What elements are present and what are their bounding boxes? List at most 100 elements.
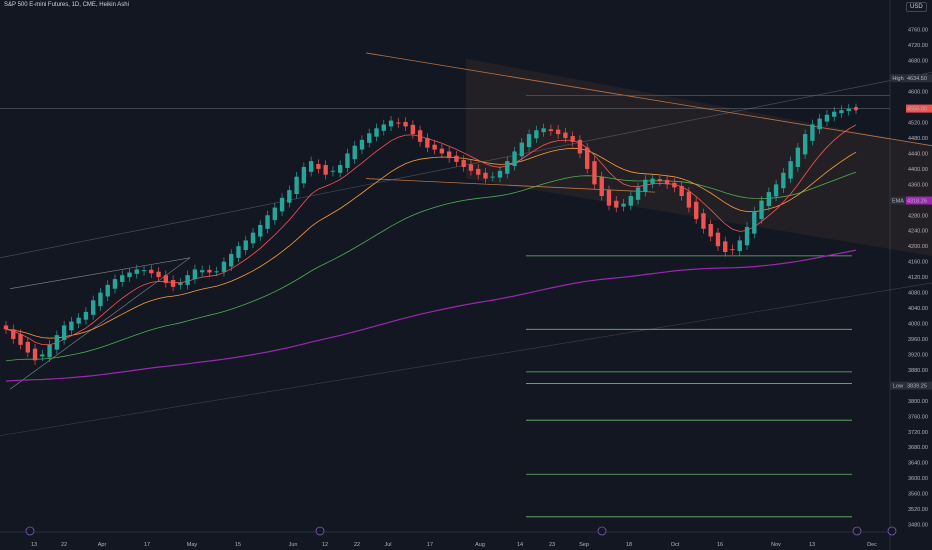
candle-body [330,170,336,172]
candle-body [701,213,706,229]
candle-body [417,130,423,142]
candle-body [374,128,379,137]
candle-body [497,170,503,178]
candle-body [156,271,161,278]
wedge-line-2 [9,257,191,290]
candle-body [824,114,830,122]
wedge-line-1 [9,257,191,390]
candle-body [207,269,212,273]
candle-body [737,240,742,252]
candle-body [599,176,604,196]
y-tick-label: 3560.00 [908,492,928,498]
ema-label-tag: EMA [892,198,904,204]
ema-long-line [5,249,857,382]
x-tick-label: Jul [384,542,391,548]
event-icon [25,526,35,536]
candle-body [817,118,822,130]
last-price-label-value: 4556.00 [907,107,927,113]
candle-body [781,172,786,189]
candle-body [396,122,401,124]
y-tick-label: 3680.00 [908,445,928,451]
candle-body [185,275,190,285]
candle-body [534,130,539,139]
candle-body [265,215,270,229]
candle-body [229,253,234,267]
candle-body [40,354,45,357]
candle-body [243,240,248,251]
candle-body [279,197,285,212]
candle-body [839,110,844,114]
currency-badge[interactable]: USD [906,2,927,12]
y-tick-label: 4680.00 [908,59,928,65]
x-tick-label: 14 [517,542,523,548]
y-tick-label: 4600.00 [908,90,928,96]
candle-body [214,271,219,273]
candle-body [367,133,372,143]
x-tick-label: Jun [289,542,298,548]
x-tick-label: 13 [809,542,815,548]
candle-body [410,124,416,135]
candle-body [643,179,648,192]
candle-body [54,335,60,350]
candle-body [250,232,256,244]
event-icon [852,526,862,536]
y-tick-label: 4200.00 [908,244,928,250]
x-tick-label: Dec [867,542,877,548]
candle-body [272,207,277,221]
candle-body [120,275,125,282]
x-tick-label: Aug [475,542,485,548]
candle-body [723,241,728,253]
x-tick-label: Apr [98,542,107,548]
ema-fast-line [5,124,857,346]
ema-short-line [5,147,857,339]
ema-label-bg [906,196,932,205]
last-price-label-bg [906,104,932,113]
candle-body [846,108,851,111]
candle-body [628,195,633,206]
y-tick-label: 4080.00 [908,291,928,297]
candle-body [258,224,263,237]
high-label-bg [906,74,932,83]
candle-body [403,121,408,127]
x-tick-label: 13 [31,542,37,548]
y-tick-label: 3640.00 [908,461,928,467]
candle-body [236,246,241,258]
candle-body [490,176,495,178]
candle-body [788,161,793,179]
candle-body [11,329,16,339]
event-icon [597,526,607,536]
candle-body [505,161,510,174]
candle-body [149,269,154,274]
y-tick-label: 3880.00 [908,368,928,374]
candle-body [512,151,517,166]
candle-body [730,249,735,251]
ema-label-value: 4318.26 [907,198,927,204]
y-tick-label: 3480.00 [908,523,928,529]
candle-body [548,129,554,132]
candle-body [352,145,357,160]
candle-body [381,124,386,131]
candle-body [301,166,307,184]
candle-body [163,275,169,283]
candle-body [802,134,808,155]
candle-body [664,179,670,185]
candle-body [294,176,299,195]
y-tick-label: 4760.00 [908,28,928,34]
candle-body [621,203,626,207]
high-label-value: 4634.50 [907,76,927,82]
candle-body [287,190,292,203]
y-tick-label: 4040.00 [908,306,928,312]
y-tick-label: 4360.00 [908,182,928,188]
x-tick-label: 22 [354,542,360,548]
channel-upper-line [365,52,932,147]
candle-body [18,334,23,345]
x-tick-label: Sep [579,542,589,548]
event-icon [315,526,325,536]
candle-body [555,129,561,135]
y-tick-label: 3760.00 [908,414,928,420]
candle-body [345,153,350,168]
y-tick-label: 3960.00 [908,337,928,343]
candle-body [3,325,9,330]
candle-body [221,261,227,272]
